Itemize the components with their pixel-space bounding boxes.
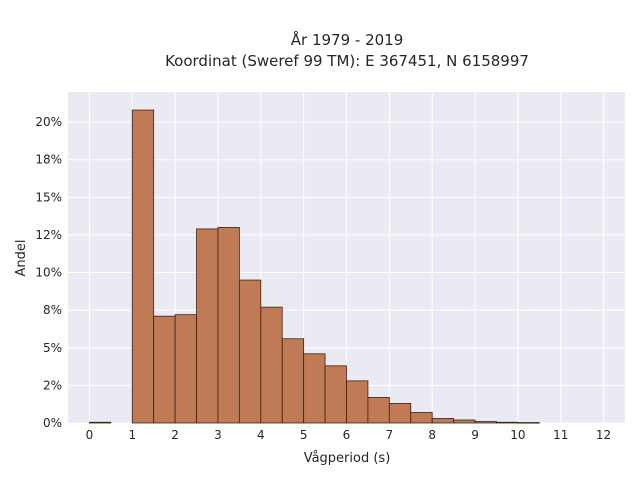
histogram-bar-11 — [346, 380, 369, 424]
x-tick-label-0: 0 — [86, 428, 94, 442]
histogram-bar-7 — [260, 306, 283, 424]
histogram-bar-12 — [367, 397, 390, 424]
y-tick-label-4: 10% — [35, 266, 62, 280]
histogram-bar-5 — [217, 227, 240, 424]
x-axis-label: Vågperiod (s) — [304, 451, 391, 466]
y-tick-label-7: 18% — [35, 153, 62, 167]
x-tick-label-2: 2 — [171, 428, 179, 442]
y-tick-label-2: 5% — [43, 341, 62, 355]
x-tick-label-5: 5 — [300, 428, 308, 442]
y-tick-label-5: 12% — [35, 228, 62, 242]
x-axis-ticks: 0 1 2 3 4 5 6 7 8 9 10 11 12 — [86, 428, 612, 442]
x-tick-label-7: 7 — [386, 428, 394, 442]
histogram-bars — [89, 109, 540, 424]
histogram-bar-15 — [431, 418, 455, 424]
chart-title-line-1: År 1979 - 2019 — [291, 30, 404, 49]
histogram-bar-2 — [153, 315, 176, 424]
x-tick-label-3: 3 — [214, 428, 222, 442]
y-tick-label-0: 0% — [43, 416, 62, 430]
histogram-bar-17 — [474, 421, 497, 424]
y-tick-label-6: 15% — [35, 190, 62, 204]
histogram-bar-0 — [89, 421, 112, 424]
x-tick-label-11: 11 — [553, 428, 568, 442]
x-tick-label-4: 4 — [257, 428, 265, 442]
histogram-bar-16 — [453, 419, 476, 424]
histogram-bar-1 — [131, 109, 155, 424]
y-axis-label: Andel — [14, 240, 29, 277]
x-tick-label-10: 10 — [510, 428, 525, 442]
x-tick-label-8: 8 — [428, 428, 436, 442]
x-tick-label-12: 12 — [596, 428, 611, 442]
x-tick-label-9: 9 — [471, 428, 479, 442]
histogram-bar-14 — [410, 412, 433, 424]
y-axis-ticks: 0% 2% 5% 8% 10% 12% 15% 18% 20% — [35, 115, 62, 430]
x-tick-label-1: 1 — [128, 428, 136, 442]
x-tick-label-6: 6 — [343, 428, 351, 442]
histogram-bar-9 — [303, 353, 326, 424]
histogram-bar-13 — [388, 403, 412, 424]
histogram-bar-8 — [281, 338, 305, 424]
y-tick-label-8: 20% — [35, 115, 62, 129]
histogram-bar-10 — [324, 365, 347, 424]
chart-title-line-2: Koordinat (Sweref 99 TM): E 367451, N 61… — [165, 52, 529, 70]
y-tick-label-3: 8% — [43, 303, 62, 317]
histogram-bar-3 — [174, 314, 197, 424]
histogram-bar-6 — [238, 279, 262, 424]
histogram-bar-18 — [496, 421, 519, 424]
y-tick-label-1: 2% — [43, 378, 62, 392]
histogram-bar-19 — [517, 422, 540, 424]
histogram-bar-4 — [196, 228, 219, 424]
